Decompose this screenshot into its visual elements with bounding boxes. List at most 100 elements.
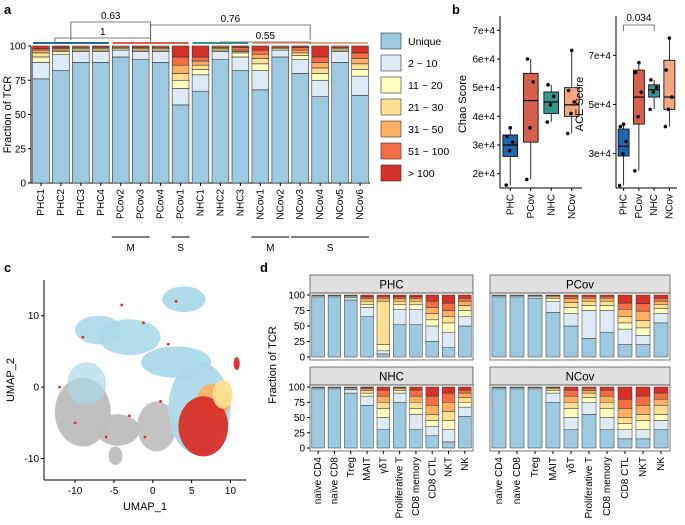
b-ytick-label: 5e+4 [588, 100, 611, 111]
a-bar-segment [191, 60, 210, 66]
c-xtick-label: -10 [68, 486, 83, 497]
b2-comparison-bracket [623, 24, 655, 31]
d-bar-segment [409, 395, 423, 403]
a-bar-segment [311, 56, 329, 63]
b-point [621, 122, 626, 126]
d-xtick-label: naïve CD4 [494, 457, 505, 505]
a-legend-swatch [380, 76, 402, 94]
d-bar-segment [376, 297, 390, 302]
b-xtick-label: PCov [634, 194, 645, 218]
d-ytick-label: 100 [288, 291, 305, 302]
a-bar-segment [132, 59, 150, 184]
panel-d-letter: d [260, 260, 268, 275]
d-bar-segment [376, 408, 390, 418]
a-ytick-label: 75 [15, 76, 27, 87]
d-bar-segment [635, 414, 651, 421]
d-bar-segment [409, 429, 423, 449]
a-bar-segment [331, 62, 349, 184]
a-xtick-label: NCov4 [315, 189, 326, 220]
a-bar-segment [311, 67, 329, 74]
d-bar-segment [653, 322, 669, 358]
d-bar-segment [527, 295, 543, 299]
c-point [143, 435, 147, 439]
d-bar-segment [409, 298, 423, 302]
d-bar-segment [458, 402, 472, 408]
d-facet-title: NCov [566, 372, 595, 384]
d-bar-segment [653, 297, 669, 302]
d-bar-segment [635, 405, 651, 415]
c-cluster-red [178, 396, 229, 457]
b-point [624, 139, 628, 144]
c-cluster-left-blue [67, 362, 107, 406]
d-bar-segment [563, 408, 579, 418]
d-bar-segment [425, 395, 439, 406]
b-point [510, 140, 515, 144]
b-point [546, 83, 550, 87]
c-point [128, 414, 131, 418]
b-point [572, 100, 576, 104]
d-bar-segment [458, 406, 472, 417]
d-bar-segment [581, 338, 597, 358]
c-ytick-label: 10 [28, 311, 40, 322]
a-bar-segment [151, 62, 170, 184]
a-bar-segment [251, 53, 269, 59]
d-bar-segment [458, 392, 472, 398]
a-bar-segment [351, 45, 369, 54]
d-bar-segment [581, 297, 597, 302]
a-bar-segment [191, 68, 210, 76]
a-comparison-bracket [220, 41, 311, 44]
d-bar-segment [360, 307, 374, 317]
d-bar-segment [635, 395, 651, 406]
a-bar-segment [171, 73, 190, 81]
d-bar-segment [599, 300, 615, 306]
a-bar-segment [251, 58, 269, 65]
d-bar-segment [509, 296, 525, 358]
d-bar-segment [393, 386, 407, 388]
d-xtick-label: MAIT [548, 457, 559, 481]
d-bar-segment [393, 309, 407, 326]
a-bar-segment [32, 56, 50, 63]
a-bar-segment [251, 63, 269, 71]
a-bar-segment [251, 45, 269, 51]
d-xtick-label: NK [656, 457, 667, 471]
b-point [618, 124, 623, 129]
d-xtick-label: CD8 CTL [427, 457, 438, 499]
a-xtick-label: NCov2 [275, 189, 286, 220]
a-bar-segment [52, 51, 70, 55]
d-xtick-label: CD8 memory [411, 457, 422, 516]
a-legend-swatch [380, 32, 402, 50]
d-facet-title: PHC [379, 280, 403, 292]
a-legend-swatch [380, 142, 402, 160]
d-bar-segment [599, 310, 615, 333]
b-point [633, 70, 638, 75]
a-comparison-bracket [150, 24, 311, 40]
d-bar-segment [635, 320, 651, 329]
d-bar-segment [581, 386, 597, 389]
d-bar-segment [360, 298, 374, 302]
b-point [663, 124, 668, 129]
d-xtick-label: Proliferative T [584, 457, 595, 519]
a-ytick-label: 100 [9, 42, 26, 53]
a-bar-segment [191, 56, 210, 62]
panel-a-chart: 0 25 50 75 100 Fraction of TCR PHC1 PHC2 PHC3 PHC… [2, 11, 449, 254]
a-bar-segment [191, 64, 210, 70]
b-point [507, 148, 512, 153]
d-bar-segment [376, 417, 390, 430]
b-box [563, 87, 580, 117]
b-xtick-label: NHC [649, 194, 660, 216]
d-bar-segment [441, 441, 456, 449]
b-point [504, 183, 509, 187]
d-bar-segment [409, 296, 423, 299]
d-bar-segment [360, 405, 374, 449]
d-facet-frame [489, 292, 671, 361]
b-xtick-label: PHC [619, 194, 630, 215]
d-bar-segment [441, 331, 456, 348]
a-bar-segment [331, 51, 349, 63]
d-bar-segment [653, 414, 669, 421]
d-bar-segment [563, 295, 579, 299]
a-bar-segment [171, 88, 190, 106]
c-xtick-label: 10 [225, 486, 237, 497]
d-bar-segment [635, 303, 651, 312]
d-bar-segment [491, 296, 507, 358]
d-bar-segment [376, 344, 390, 352]
